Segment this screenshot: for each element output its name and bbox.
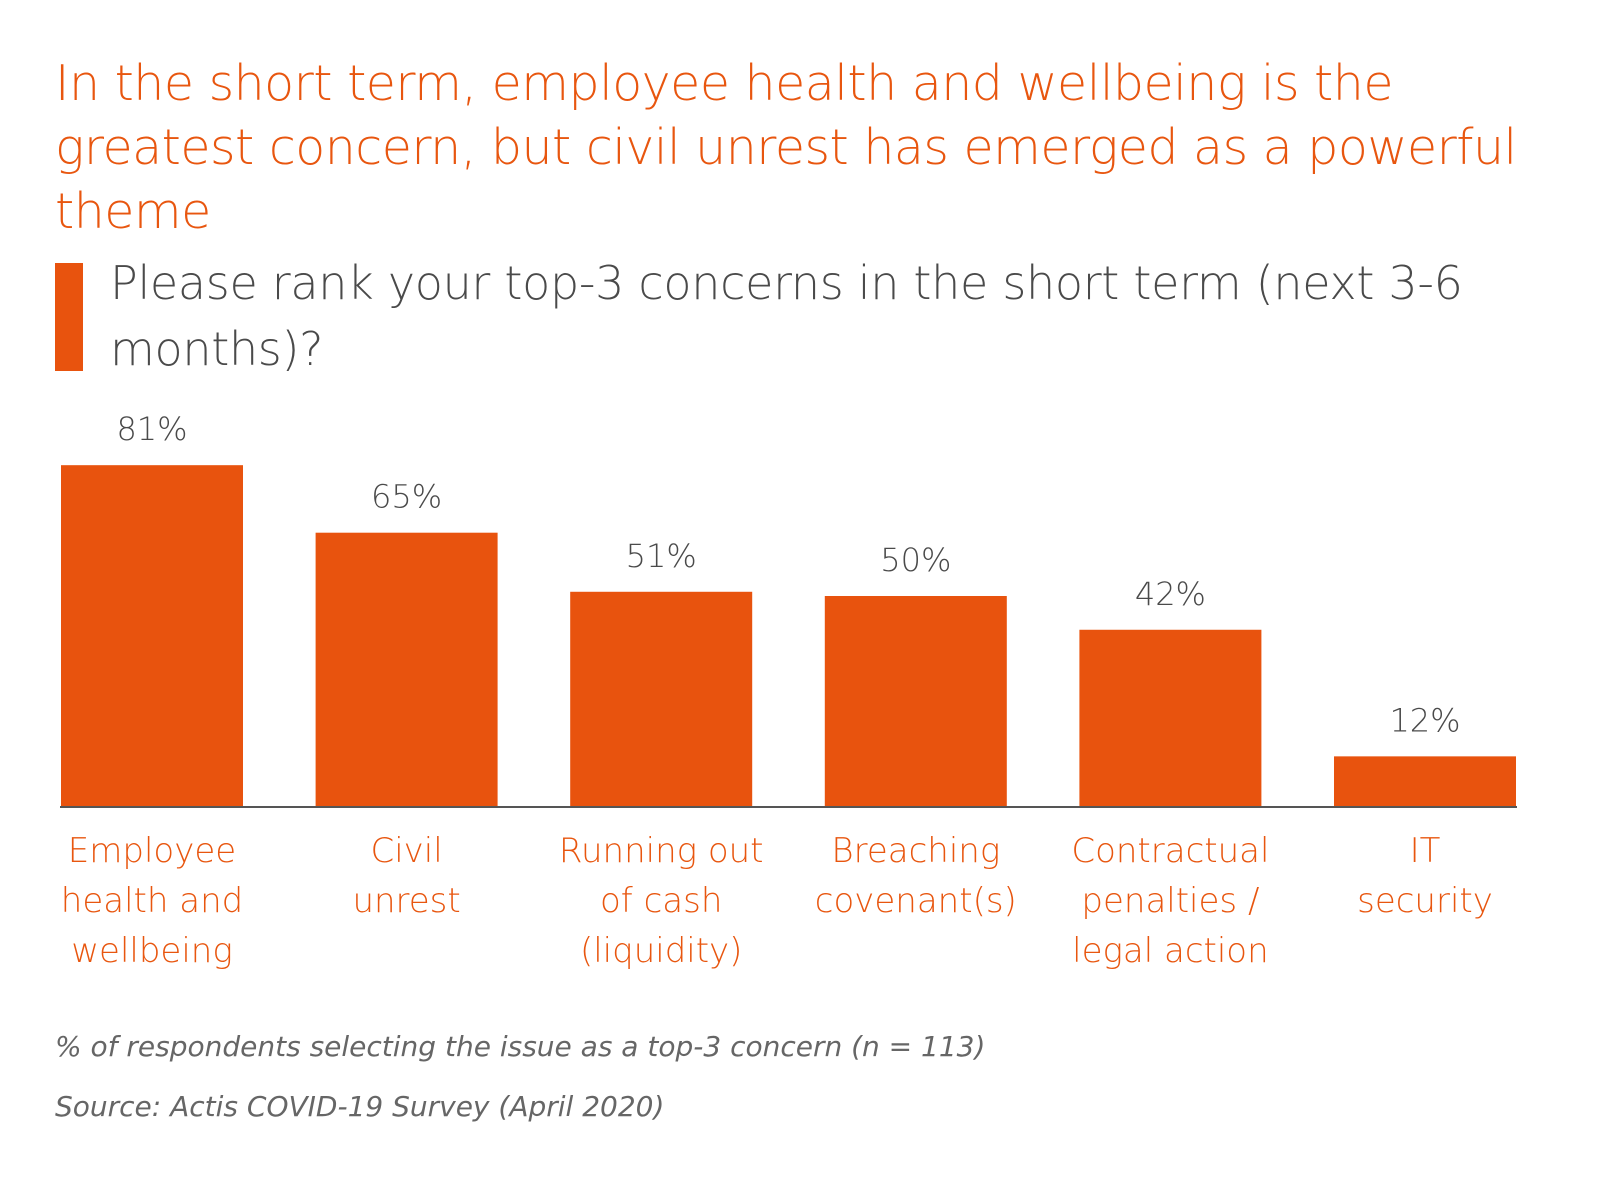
value-label: 12% (1389, 701, 1460, 739)
category-label: penalties / (1081, 881, 1259, 921)
value-label: 81% (116, 410, 187, 448)
source-note: Source: Actis COVID-19 Survey (April 202… (55, 1090, 665, 1123)
bar (1334, 756, 1516, 807)
category-label: Running out (559, 831, 764, 871)
bar-chart: 81% Employee health and wellbeing 65% Civil un… (60, 410, 1517, 971)
value-label: 65% (371, 478, 442, 516)
category-label: IT (1410, 831, 1441, 871)
chart-question: Please rank your top-3 concerns in the s… (110, 256, 1463, 376)
category-label: security (1357, 881, 1493, 921)
category-label: of cash (600, 881, 722, 921)
value-label: 50% (880, 541, 951, 579)
bar (315, 532, 498, 807)
category-label: Civil (370, 831, 442, 871)
bar (570, 591, 753, 807)
bar (824, 596, 1007, 807)
category-label: wellbeing (71, 931, 233, 971)
category-label: unrest (352, 881, 460, 921)
headline: In the short term, employee health and w… (55, 55, 1517, 240)
value-label: 51% (626, 537, 697, 575)
category-label: health and (61, 881, 243, 921)
footnote: % of respondents selecting the issue as … (55, 1030, 986, 1063)
bar (61, 465, 243, 807)
bar (1079, 629, 1262, 807)
category-label: Employee (68, 831, 236, 871)
category-label: Breaching (831, 831, 1000, 871)
value-label: 42% (1135, 575, 1206, 613)
category-label: Contractual (1071, 831, 1269, 871)
category-label: (liquidity) (580, 931, 742, 971)
question-marker (55, 263, 83, 371)
category-label: legal action (1072, 931, 1269, 971)
category-label: covenant(s) (815, 881, 1017, 921)
